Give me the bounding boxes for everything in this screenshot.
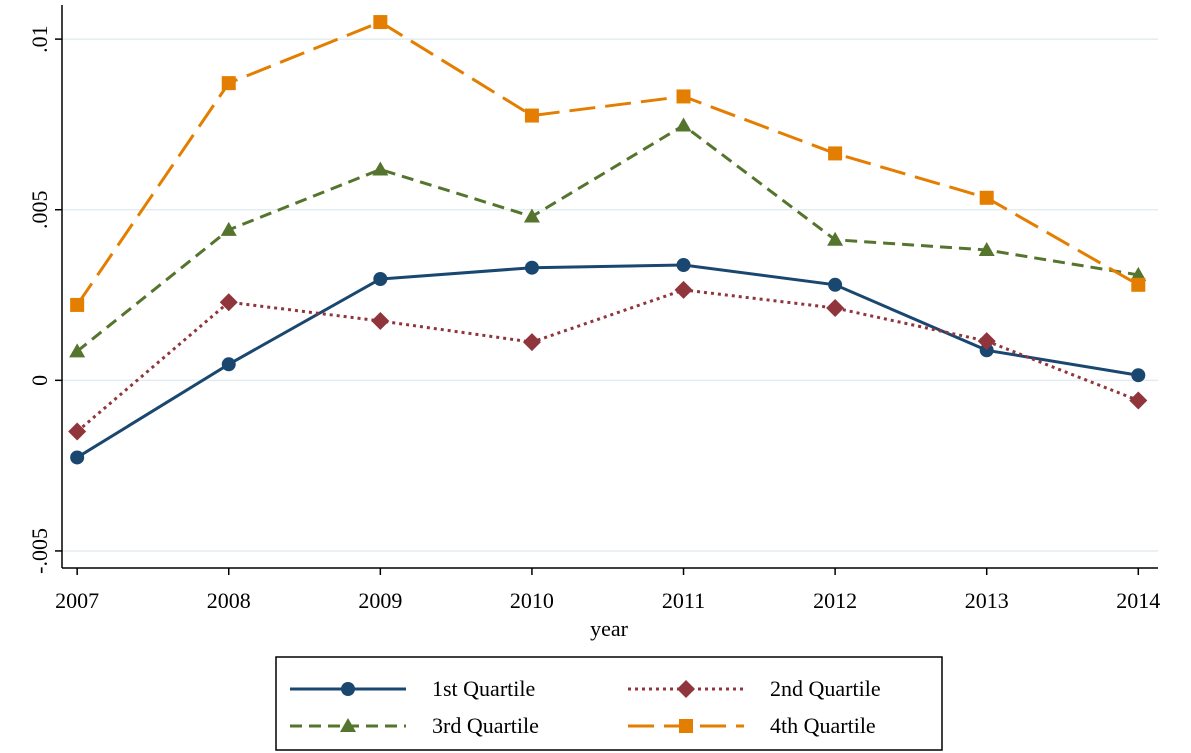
marker xyxy=(1131,277,1146,292)
marker xyxy=(524,260,539,275)
x-tick-label: 2012 xyxy=(813,588,857,613)
marker xyxy=(676,258,691,273)
legend-label: 3rd Quartile xyxy=(432,713,539,738)
marker xyxy=(221,76,236,91)
y-tick-label: .005 xyxy=(27,190,52,229)
marker xyxy=(979,343,994,358)
legend-label: 2nd Quartile xyxy=(770,676,881,701)
marker xyxy=(674,280,693,299)
marker xyxy=(977,332,996,351)
x-axis-label: year xyxy=(590,616,629,641)
marker xyxy=(373,15,388,30)
marker xyxy=(1131,368,1146,383)
x-tick-label: 2008 xyxy=(207,588,251,613)
y-tick-label: -.005 xyxy=(27,528,52,574)
marker xyxy=(69,343,86,358)
marker xyxy=(1130,266,1147,281)
marker xyxy=(221,357,236,372)
marker xyxy=(68,422,87,441)
marker xyxy=(522,333,541,352)
marker xyxy=(827,231,844,246)
x-tick-label: 2009 xyxy=(358,588,402,613)
marker xyxy=(828,146,843,161)
legend-label: 4th Quartile xyxy=(770,713,876,738)
marker xyxy=(219,293,238,312)
legend-label: 1st Quartile xyxy=(432,676,535,701)
marker xyxy=(677,680,695,698)
marker xyxy=(1129,391,1148,410)
marker xyxy=(70,450,85,465)
marker xyxy=(372,161,389,176)
marker xyxy=(979,190,994,205)
x-tick-label: 2010 xyxy=(510,588,554,613)
marker xyxy=(373,271,388,286)
y-tick-label: 0 xyxy=(27,375,52,386)
series-line xyxy=(76,263,1139,459)
y-tick-label: .01 xyxy=(27,25,52,53)
legend-box xyxy=(275,656,943,751)
marker xyxy=(676,89,691,104)
marker xyxy=(341,682,355,696)
series-line xyxy=(75,20,1140,306)
marker xyxy=(371,311,390,330)
x-tick-label: 2011 xyxy=(662,588,705,613)
marker xyxy=(523,208,540,223)
x-tick-label: 2013 xyxy=(965,588,1009,613)
marker xyxy=(70,297,85,312)
marker xyxy=(978,241,995,256)
series-line xyxy=(76,123,1139,353)
marker xyxy=(679,719,693,733)
series-line xyxy=(76,288,1139,433)
marker xyxy=(220,221,237,236)
marker xyxy=(826,298,845,317)
x-tick-label: 2007 xyxy=(55,588,99,613)
marker xyxy=(675,117,692,132)
marker xyxy=(828,277,843,292)
marker xyxy=(340,718,356,732)
marker xyxy=(524,108,539,123)
x-tick-label: 2014 xyxy=(1116,588,1160,613)
